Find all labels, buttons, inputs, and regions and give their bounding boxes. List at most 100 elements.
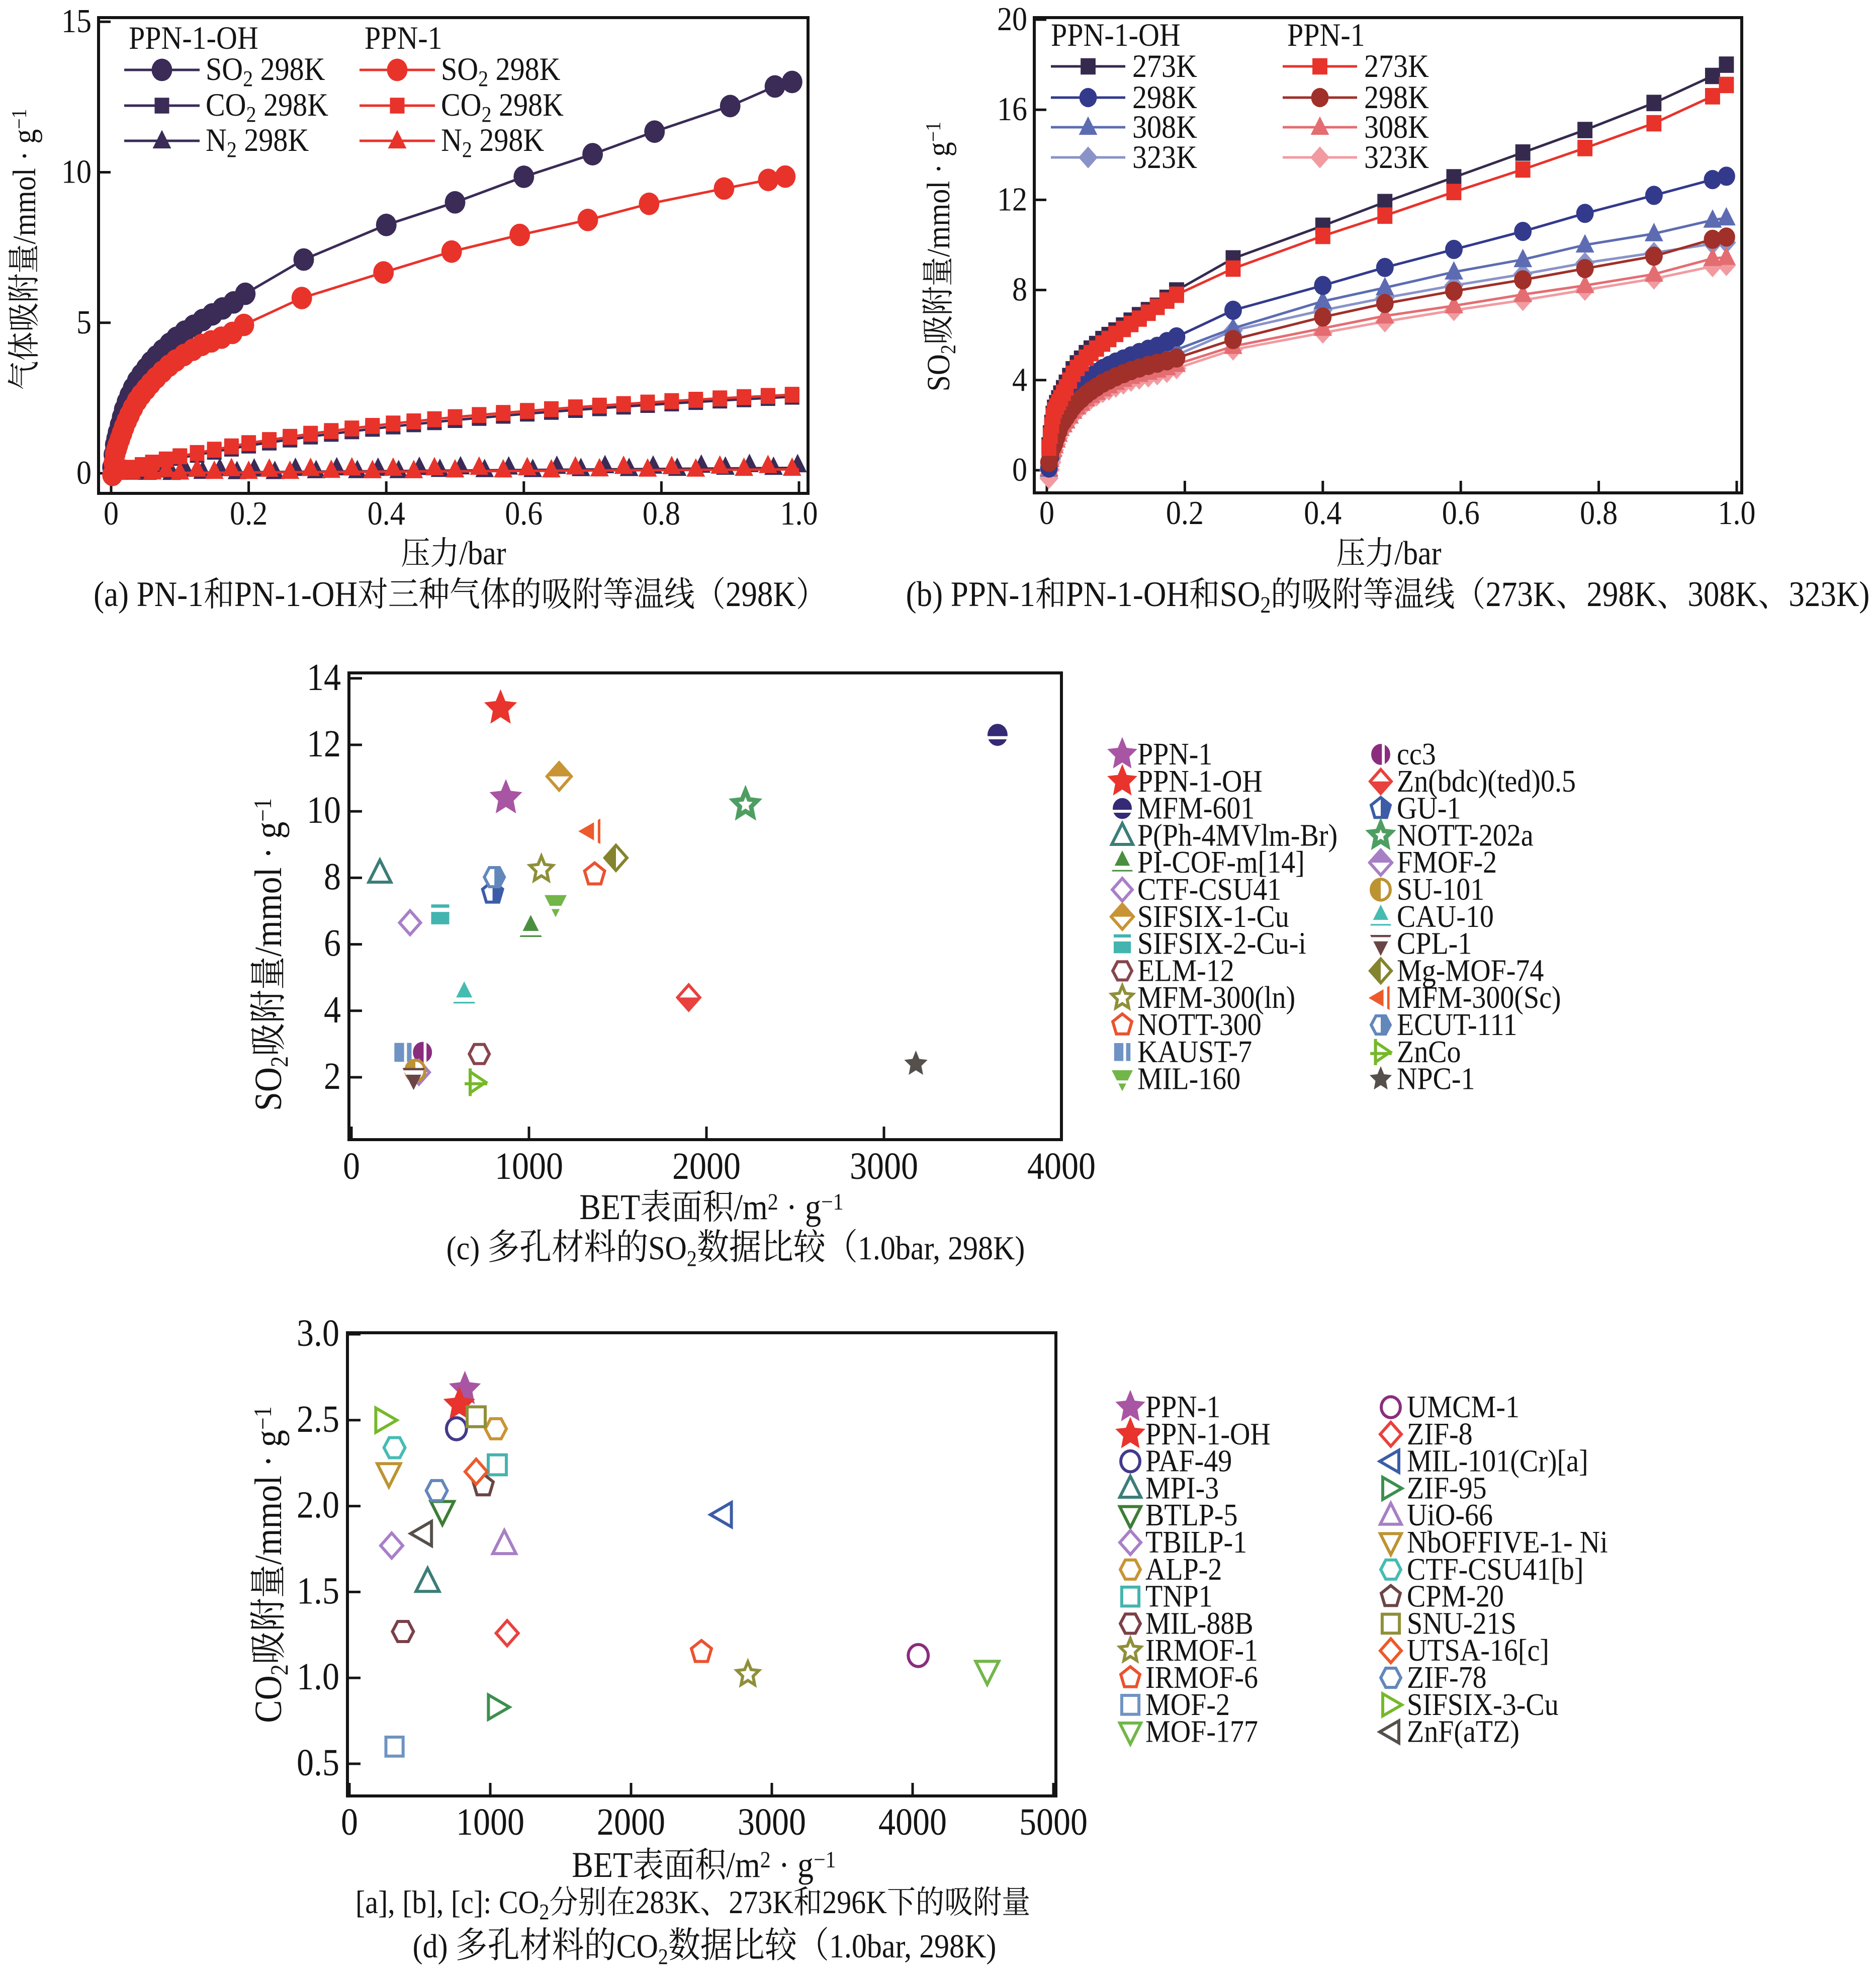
svg-text:BET: BET bbox=[572, 1845, 633, 1885]
svg-text:CTF-CSU41[b]: CTF-CSU41[b] bbox=[1407, 1552, 1583, 1587]
svg-text:UiO-66: UiO-66 bbox=[1407, 1497, 1493, 1532]
svg-text:NOTT-300: NOTT-300 bbox=[1137, 1007, 1262, 1042]
svg-text:/mmol: /mmol bbox=[247, 1476, 289, 1565]
svg-text:298K: 298K bbox=[1132, 79, 1197, 116]
svg-text:6: 6 bbox=[324, 922, 341, 964]
svg-text:2: 2 bbox=[243, 66, 253, 92]
svg-text:FMOF-2: FMOF-2 bbox=[1397, 844, 1497, 880]
svg-text:MFM-601: MFM-601 bbox=[1137, 791, 1255, 826]
svg-text:·: · bbox=[247, 839, 289, 868]
svg-text:ZIF-78: ZIF-78 bbox=[1407, 1660, 1487, 1695]
svg-text:2: 2 bbox=[1260, 591, 1271, 618]
svg-text:−1: −1 bbox=[249, 1406, 277, 1430]
svg-text:CPL-1: CPL-1 bbox=[1397, 926, 1472, 961]
svg-text:/m: /m bbox=[726, 1845, 760, 1885]
svg-text:4000: 4000 bbox=[1027, 1145, 1096, 1187]
svg-text:0.8: 0.8 bbox=[1580, 494, 1618, 532]
svg-text:308K: 308K bbox=[1364, 109, 1429, 145]
svg-text:(c): (c) bbox=[446, 1229, 488, 1267]
svg-text:5000: 5000 bbox=[1019, 1800, 1088, 1843]
svg-text:TBILP-1: TBILP-1 bbox=[1145, 1524, 1247, 1560]
svg-text:283K: 283K bbox=[635, 1884, 700, 1921]
svg-text:g: g bbox=[247, 822, 289, 839]
svg-text:2: 2 bbox=[768, 1188, 778, 1215]
svg-text:12: 12 bbox=[307, 722, 341, 764]
svg-text:MFM-300(Sc): MFM-300(Sc) bbox=[1397, 980, 1561, 1015]
svg-text:ELM-12: ELM-12 bbox=[1137, 953, 1234, 988]
svg-text:3000: 3000 bbox=[850, 1145, 918, 1187]
svg-text:g: g bbox=[7, 129, 43, 144]
svg-text:298K: 298K bbox=[1364, 79, 1429, 116]
svg-text:1.0: 1.0 bbox=[297, 1656, 339, 1698]
svg-text:0.5: 0.5 bbox=[297, 1741, 339, 1783]
svg-text:UTSA-16[c]: UTSA-16[c] bbox=[1407, 1633, 1549, 1668]
svg-text:0: 0 bbox=[1012, 451, 1027, 488]
svg-text:0: 0 bbox=[343, 1145, 360, 1187]
svg-text:3000: 3000 bbox=[738, 1800, 806, 1843]
svg-text:−1: −1 bbox=[249, 798, 277, 822]
svg-text:PPN-1: PPN-1 bbox=[365, 20, 442, 56]
svg-text:PPN-1-OH: PPN-1-OH bbox=[129, 20, 258, 56]
svg-text:323K: 323K bbox=[1789, 575, 1859, 614]
svg-text:2: 2 bbox=[687, 1246, 697, 1271]
svg-text:SNU-21S: SNU-21S bbox=[1407, 1605, 1516, 1641]
svg-text:1.0bar, 298K): 1.0bar, 298K) bbox=[858, 1229, 1025, 1267]
svg-text:4: 4 bbox=[1012, 361, 1027, 398]
svg-text:0.6: 0.6 bbox=[1442, 494, 1480, 532]
svg-text:298K: 298K bbox=[472, 122, 544, 158]
svg-text:CAU-10: CAU-10 bbox=[1397, 899, 1494, 934]
svg-text:MFM-300(ln): MFM-300(ln) bbox=[1137, 980, 1295, 1015]
svg-text:·: · bbox=[778, 1187, 805, 1227]
svg-text:2: 2 bbox=[227, 137, 237, 162]
svg-text:0.4: 0.4 bbox=[1304, 494, 1342, 532]
svg-text:·: · bbox=[921, 156, 957, 181]
svg-text:12: 12 bbox=[997, 180, 1027, 218]
svg-text:SIFSIX-2-Cu-i: SIFSIX-2-Cu-i bbox=[1137, 926, 1306, 961]
svg-text:308K: 308K bbox=[1687, 575, 1758, 614]
svg-text:296K: 296K bbox=[822, 1884, 887, 1921]
svg-text:273K: 273K bbox=[729, 1884, 793, 1921]
svg-text:ZnF(aTZ): ZnF(aTZ) bbox=[1407, 1714, 1520, 1749]
svg-text:·: · bbox=[7, 144, 43, 168]
svg-text:16: 16 bbox=[997, 90, 1027, 128]
svg-text:15: 15 bbox=[61, 2, 92, 40]
svg-text:g: g bbox=[797, 1845, 814, 1885]
svg-text:−1: −1 bbox=[821, 1188, 844, 1215]
svg-text:298K: 298K bbox=[256, 87, 328, 123]
svg-text:CO: CO bbox=[206, 87, 246, 123]
svg-text:MIL-88B: MIL-88B bbox=[1145, 1605, 1254, 1641]
svg-text:PPN-1: PPN-1 bbox=[1145, 1389, 1220, 1424]
svg-text:ECUT-111: ECUT-111 bbox=[1397, 1007, 1517, 1042]
svg-text:1.0bar, 298K): 1.0bar, 298K) bbox=[829, 1927, 996, 1965]
svg-text:SO: SO bbox=[921, 354, 957, 391]
svg-text:0: 0 bbox=[104, 494, 119, 532]
svg-text:273K: 273K bbox=[1132, 48, 1197, 84]
svg-text:298K: 298K bbox=[492, 87, 564, 123]
svg-text:ZIF-95: ZIF-95 bbox=[1407, 1470, 1487, 1505]
svg-text:KAUST-7: KAUST-7 bbox=[1137, 1034, 1252, 1069]
svg-text:PPN-1: PPN-1 bbox=[1137, 736, 1212, 771]
svg-text:PPN-1: PPN-1 bbox=[1287, 17, 1365, 53]
svg-text:298K: 298K bbox=[253, 51, 325, 88]
svg-text:N: N bbox=[206, 122, 227, 158]
svg-text:PAF-49: PAF-49 bbox=[1145, 1443, 1232, 1479]
svg-text:/mmol: /mmol bbox=[7, 168, 43, 244]
svg-text:8: 8 bbox=[324, 855, 341, 898]
svg-text:5: 5 bbox=[76, 303, 92, 341]
svg-text:PI-COF-m[14]: PI-COF-m[14] bbox=[1137, 844, 1305, 880]
svg-text:4: 4 bbox=[324, 988, 341, 1031]
svg-text:PN-1-OH: PN-1-OH bbox=[234, 575, 358, 614]
svg-text:PPN-1-OH: PPN-1-OH bbox=[1051, 17, 1181, 53]
svg-text:2: 2 bbox=[760, 1846, 771, 1873]
svg-text:2.5: 2.5 bbox=[297, 1398, 339, 1440]
svg-text:4000: 4000 bbox=[878, 1800, 947, 1843]
svg-text:BTLP-5: BTLP-5 bbox=[1145, 1497, 1238, 1532]
svg-text:2: 2 bbox=[266, 1664, 294, 1675]
svg-text:2: 2 bbox=[936, 345, 960, 354]
svg-text:·: · bbox=[771, 1845, 797, 1885]
svg-text:IRMOF-1: IRMOF-1 bbox=[1145, 1633, 1258, 1668]
svg-text:CTF-CSU41: CTF-CSU41 bbox=[1137, 872, 1281, 907]
svg-text:Mg-MOF-74: Mg-MOF-74 bbox=[1397, 953, 1544, 988]
svg-text:(b) PPN-1: (b) PPN-1 bbox=[906, 575, 1035, 614]
svg-text:SIFSIX-1-Cu: SIFSIX-1-Cu bbox=[1137, 899, 1289, 934]
